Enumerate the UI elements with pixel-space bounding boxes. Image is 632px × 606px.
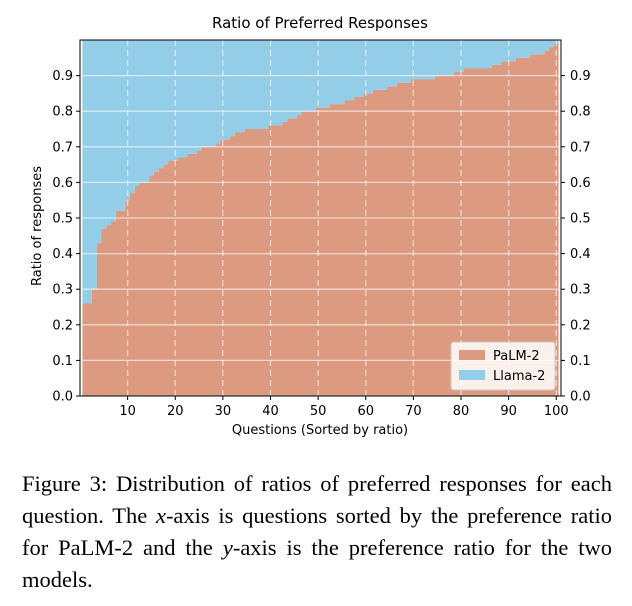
y-tick-label-left: 0.4 [52, 247, 73, 262]
x-tick-label: 20 [167, 404, 184, 419]
figure-caption: Figure 3: Distribution of ratios of pref… [22, 468, 612, 596]
x-tick-label: 100 [544, 404, 569, 419]
y-tick-label-left: 0.6 [52, 176, 73, 191]
series-area-palm-2 [82, 43, 559, 397]
y-tick-label-left: 0.8 [52, 105, 73, 120]
y-tick-label-right: 0.2 [570, 318, 591, 333]
legend-swatch [459, 350, 485, 360]
y-axis-ticks-left: 0.0 0.1 0.2 0.3 0.4 0.5 0.6 0.7 0.8 0.9 [52, 69, 80, 405]
x-tick-label: 90 [500, 404, 517, 419]
legend: PaLM-2 Llama-2 [450, 341, 556, 391]
x-tick-label: 70 [405, 404, 422, 419]
caption-label: Figure 3: [22, 471, 108, 496]
plot-areas [82, 40, 559, 397]
x-tick-label: 10 [119, 404, 136, 419]
y-tick-label-right: 0.6 [570, 176, 591, 191]
x-tick-label: 60 [357, 404, 374, 419]
legend-label: PaLM-2 [493, 349, 540, 364]
x-axis-title: Questions (Sorted by ratio) [232, 423, 408, 438]
y-tick-label-left: 0.7 [52, 140, 73, 155]
chart: Ratio of Preferred Responses 10 20 30 40 50 6… [30, 14, 591, 438]
caption-text-part-2: -axis is questions sorted by the prefere… [22, 503, 612, 560]
x-tick-label: 50 [310, 404, 327, 419]
legend-swatch [459, 370, 485, 380]
y-axis-ticks-right: 0.0 0.1 0.2 0.3 0.4 0.5 0.6 0.7 0.8 0.9 [561, 69, 591, 405]
series-area-llama-2 [82, 40, 559, 304]
caption-y-symbol: y [222, 535, 233, 560]
y-tick-label-right: 0.8 [570, 105, 591, 120]
caption-x-symbol: x [155, 503, 166, 528]
chart-title: Ratio of Preferred Responses [212, 14, 428, 32]
y-tick-label-right: 0.9 [570, 69, 591, 84]
x-tick-label: 80 [453, 404, 470, 419]
y-tick-label-left: 0.0 [52, 390, 73, 405]
y-tick-label-left: 0.2 [52, 318, 73, 333]
caption-text-part-3: -axis is the preference ratio for the tw… [22, 535, 612, 592]
y-tick-label-right: 0.4 [570, 247, 591, 262]
y-tick-label-left: 0.9 [52, 69, 73, 84]
legend-label: Llama-2 [493, 369, 545, 384]
y-axis-title: Ratio of responses [30, 166, 45, 286]
y-tick-label-right: 0.0 [570, 390, 591, 405]
x-axis-ticks: 10 20 30 40 50 60 70 80 90 100 [119, 396, 569, 419]
x-tick-label: 30 [215, 404, 232, 419]
x-tick-label: 40 [262, 404, 279, 419]
y-tick-label-right: 0.5 [570, 212, 591, 227]
y-tick-label-right: 0.7 [570, 140, 591, 155]
y-tick-label-right: 0.1 [570, 354, 591, 369]
y-tick-label-left: 0.3 [52, 283, 73, 298]
caption-text-part-1: Distribution of ratios of preferred resp… [22, 471, 612, 528]
y-tick-label-left: 0.1 [52, 354, 73, 369]
y-tick-label-right: 0.3 [570, 283, 591, 298]
y-tick-label-left: 0.5 [52, 212, 73, 227]
grid-lines [80, 40, 561, 396]
